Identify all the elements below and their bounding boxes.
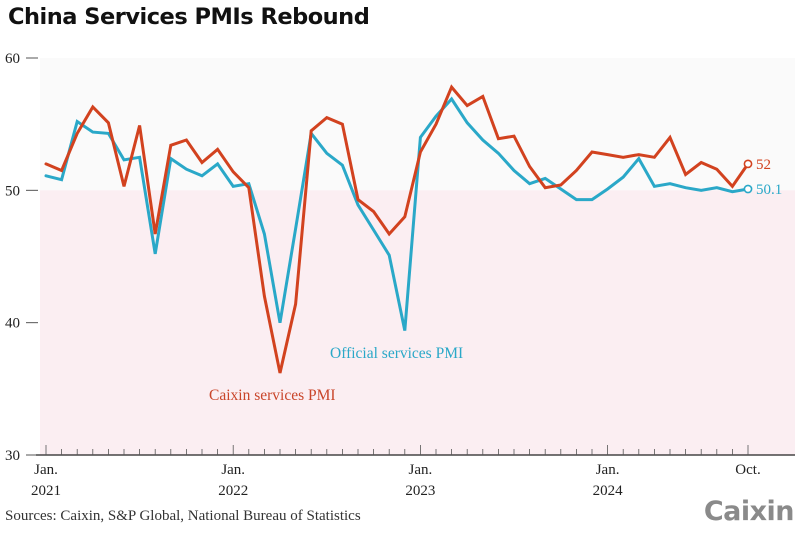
x-tick-label-month: Jan.	[409, 462, 433, 478]
y-tick-label: 60	[5, 51, 20, 67]
y-tick-label: 50	[5, 183, 20, 199]
plot-background-below-50	[40, 190, 795, 456]
y-tick-label: 30	[5, 448, 20, 464]
x-axis: Jan. 2021 Jan. 2022 Jan. 2023 Jan. 2024 Oct.	[31, 445, 795, 499]
caixin-services-pmi-line	[44, 84, 750, 374]
x-tick-label-year: 2024	[593, 483, 624, 499]
caixin-services-pmi-end-label: 52	[756, 157, 771, 173]
official-services-pmi-label: Official services PMI	[330, 345, 463, 362]
sources-note: Sources: Caixin, S&P Global, National Bu…	[5, 508, 361, 524]
official-services-pmi-line	[44, 96, 750, 331]
x-tick-label-month: Jan.	[221, 462, 245, 478]
annotations: Official services PMI Caixin services PM…	[209, 345, 463, 404]
x-tick-label-month: Jan.	[34, 462, 58, 478]
official-services-pmi-end-label: 50.1	[756, 182, 782, 198]
chart-title: China Services PMIs Rebound	[8, 4, 370, 30]
series-group: 50.1 52	[44, 84, 782, 374]
caixin-logo: Caixin	[703, 496, 795, 527]
official-services-pmi-end-marker	[743, 184, 753, 194]
pmi-line-chart: 30 40 50 60 Jan. 2021 Jan. 2022 Jan. 2023 Jan. 202…	[5, 51, 795, 499]
x-tick-label-year: 2021	[31, 483, 61, 499]
x-tick-label-year: 2023	[405, 483, 435, 499]
y-axis: 30 40 50 60	[5, 51, 38, 464]
caixin-services-pmi-label: Caixin services PMI	[209, 387, 336, 404]
x-tick-label-year: 2022	[218, 483, 248, 499]
y-tick-label: 40	[5, 316, 20, 332]
x-tick-label-month: Oct.	[735, 462, 760, 478]
caixin-services-pmi-end-marker	[743, 159, 753, 169]
x-tick-label-month: Jan.	[596, 462, 620, 478]
